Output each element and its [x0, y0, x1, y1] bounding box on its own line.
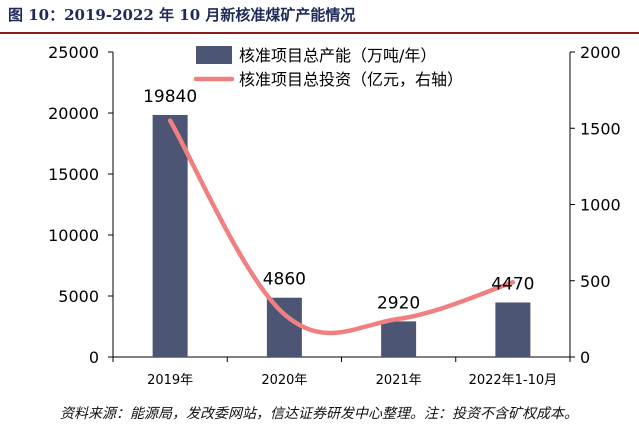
title-rule — [0, 32, 639, 34]
right-axis-tick-label: 2000 — [580, 43, 621, 62]
left-axis-tick-label: 15000 — [48, 165, 99, 184]
left-axis-tick-label: 25000 — [48, 43, 99, 62]
left-axis-tick-label: 0 — [89, 348, 99, 367]
source-note: 资料来源：能源局，发改委网站，信达证券研发中心整理。注：投资不含矿权成本。 — [60, 406, 578, 422]
right-axis-tick-label: 1000 — [580, 196, 621, 215]
x-axis-tick-label: 2021年 — [376, 373, 422, 388]
x-axis-tick-label: 2020年 — [261, 373, 307, 388]
x-axis-tick-label: 2022年1-10月 — [469, 373, 558, 388]
investment-line — [167, 118, 516, 336]
bars — [152, 114, 531, 358]
left-axis-tick-label: 5000 — [58, 287, 99, 306]
axes: 0 5000 10000 15000 20000 25000 0 500 1000 1500 200… — [48, 43, 621, 388]
bar-data-label: 4860 — [263, 270, 306, 290]
bar — [152, 114, 188, 358]
legend-bar-label: 核准项目总产能（万吨/年） — [239, 46, 436, 65]
right-axis-tick-label: 500 — [580, 272, 611, 291]
left-axis-tick-label: 20000 — [48, 104, 99, 123]
bar-data-label: 4470 — [491, 274, 534, 294]
legend: 核准项目总产能（万吨/年） 核准项目总投资（亿元，右轴） — [193, 46, 463, 89]
data-labels: 19840 4860 2920 4470 — [143, 87, 534, 313]
right-axis-tick-label: 1500 — [580, 119, 621, 138]
figure-title: 图 10：2019-2022 年 10 月新核准煤矿产能情况 — [8, 6, 356, 24]
bar-data-label: 2920 — [377, 293, 420, 313]
left-axis-tick-label: 10000 — [48, 226, 99, 245]
right-axis-tick-label: 0 — [580, 348, 590, 367]
legend-bar-swatch — [196, 46, 232, 64]
legend-line-label: 核准项目总投资（亿元，右轴） — [239, 70, 463, 89]
bar — [381, 321, 417, 357]
bar — [495, 302, 531, 357]
investment-series-line — [167, 118, 516, 336]
x-axis-tick-label: 2019年 — [147, 373, 193, 388]
bar — [266, 297, 302, 357]
bar-data-label: 19840 — [143, 87, 197, 107]
